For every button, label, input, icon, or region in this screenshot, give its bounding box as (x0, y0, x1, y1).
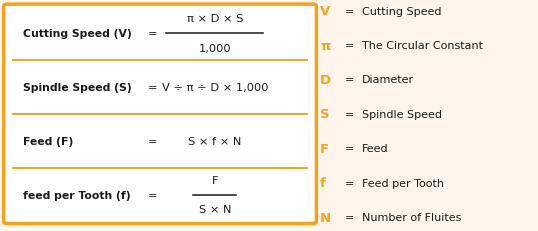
Text: D: D (320, 74, 331, 87)
Text: Spindle Speed: Spindle Speed (362, 109, 442, 119)
Text: =: = (344, 41, 353, 51)
Text: 1,000: 1,000 (199, 43, 231, 53)
Text: =: = (344, 144, 353, 154)
Text: N: N (320, 211, 331, 224)
Text: S: S (320, 108, 330, 121)
Text: Feed per Tooth: Feed per Tooth (362, 178, 444, 188)
Text: π × D × S: π × D × S (187, 14, 243, 24)
FancyBboxPatch shape (4, 5, 316, 224)
Text: V ÷ π ÷ D × 1,000: V ÷ π ÷ D × 1,000 (161, 82, 268, 92)
Text: Spindle Speed (S): Spindle Speed (S) (23, 82, 132, 92)
Text: π: π (320, 39, 330, 52)
Text: S × N: S × N (199, 205, 231, 215)
Text: Diameter: Diameter (362, 75, 414, 85)
Text: S × f × N: S × f × N (188, 136, 242, 146)
Text: V: V (320, 5, 330, 18)
Text: =: = (344, 75, 353, 85)
Text: =: = (148, 82, 157, 92)
Text: =: = (344, 109, 353, 119)
Text: F: F (211, 175, 218, 185)
Text: =: = (344, 6, 353, 17)
Text: f: f (320, 176, 326, 189)
Text: =: = (148, 136, 157, 146)
Text: Feed: Feed (362, 144, 388, 154)
Text: Cutting Speed (V): Cutting Speed (V) (23, 29, 132, 39)
Text: Feed (F): Feed (F) (23, 136, 74, 146)
Text: =: = (344, 212, 353, 222)
Text: =: = (148, 190, 157, 200)
Text: F: F (320, 142, 329, 155)
Text: feed per Tooth (f): feed per Tooth (f) (23, 190, 131, 200)
Text: Number of Fluites: Number of Fluites (362, 212, 462, 222)
Text: The Circular Constant: The Circular Constant (362, 41, 483, 51)
Text: =: = (148, 29, 157, 39)
Text: Cutting Speed: Cutting Speed (362, 6, 442, 17)
Text: =: = (344, 178, 353, 188)
